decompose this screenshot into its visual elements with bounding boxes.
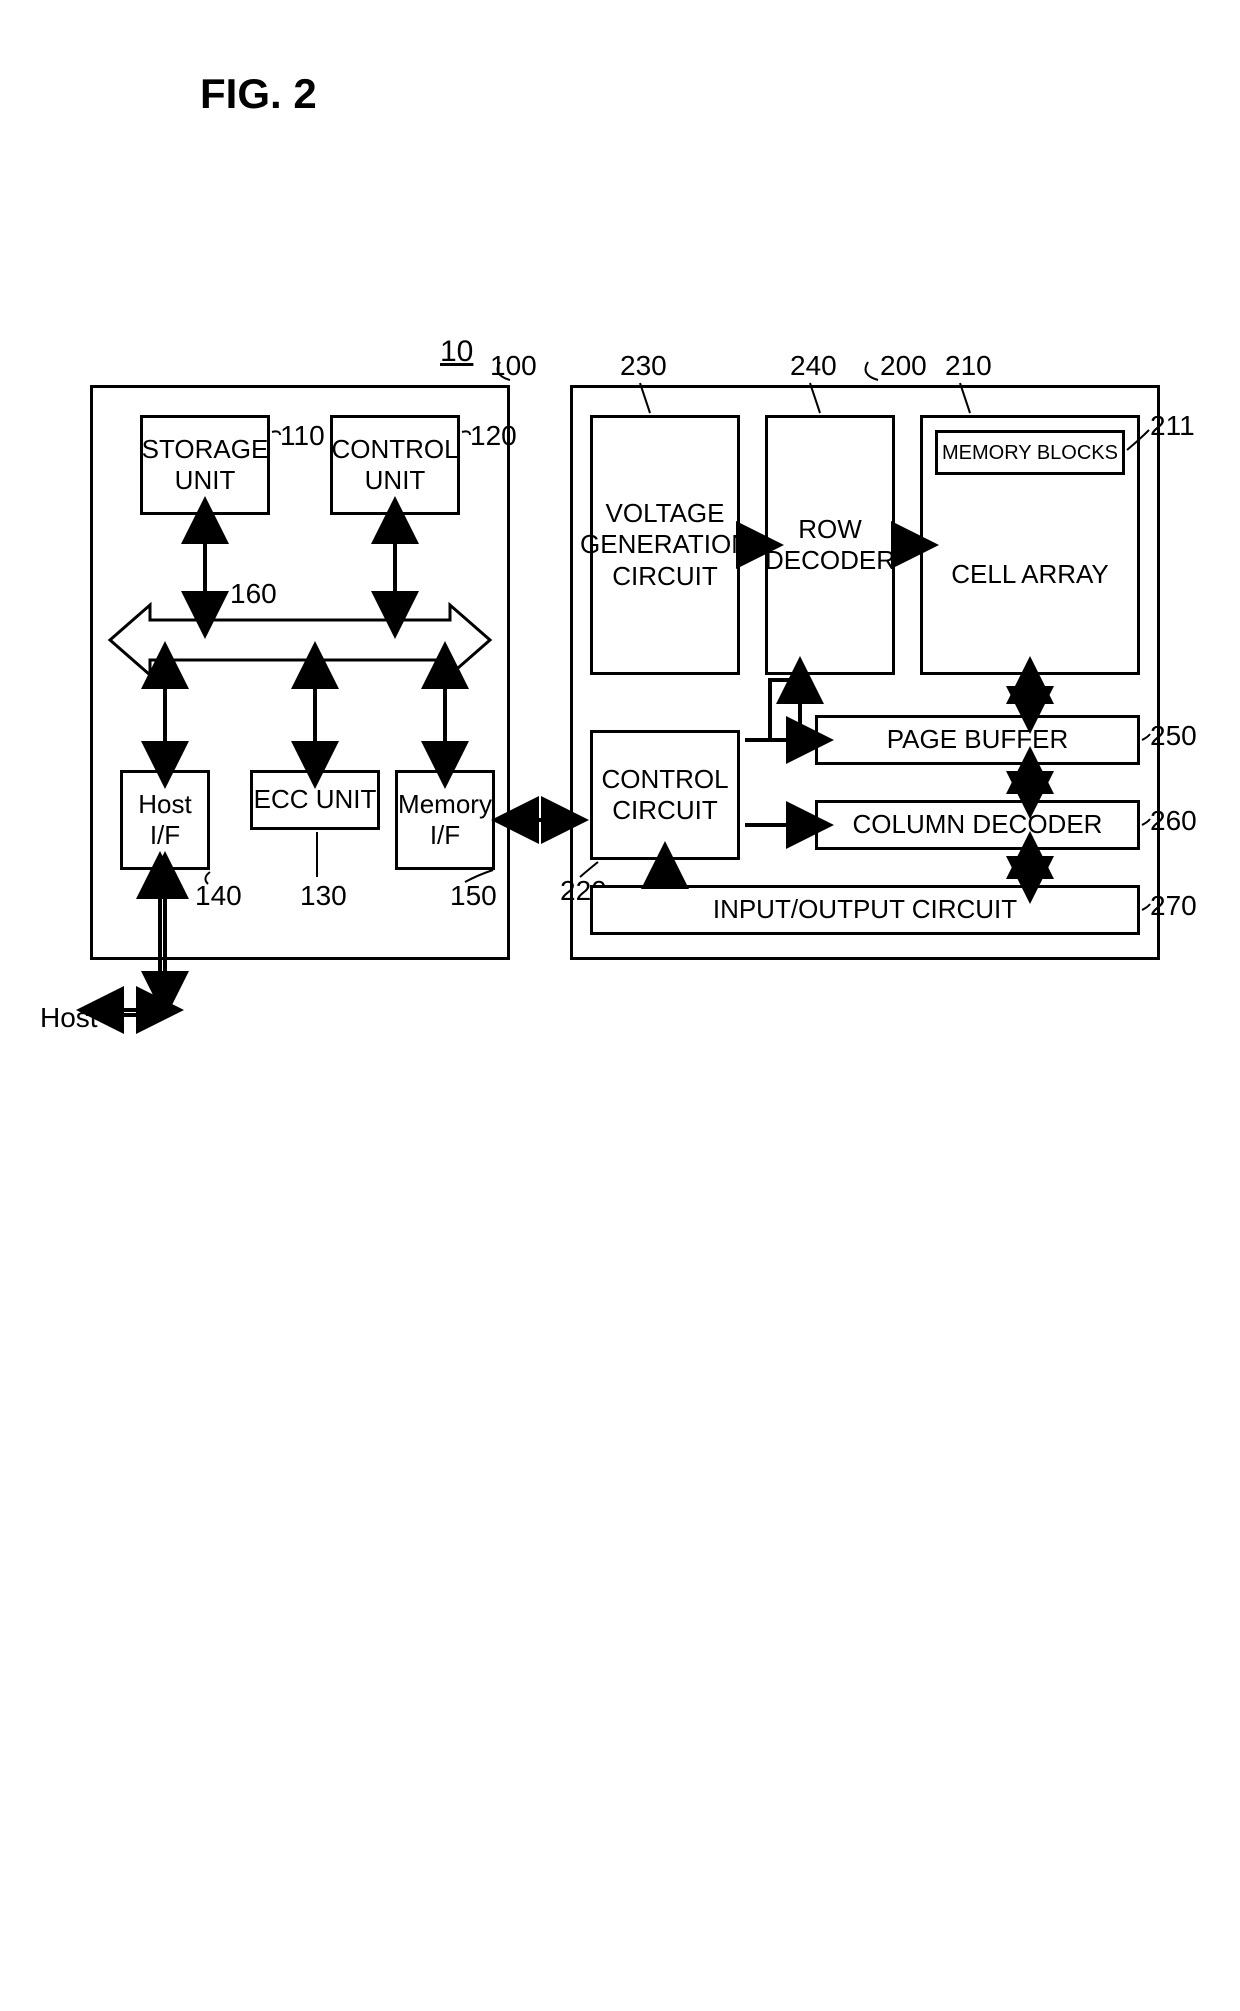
ref-130: 130 xyxy=(300,880,347,912)
voltage-generation-circuit: VOLTAGE GENERATION CIRCUIT xyxy=(590,415,740,675)
leader-260 xyxy=(0,0,1240,2011)
control-unit: CONTROL UNIT xyxy=(330,415,460,515)
io-circuit: INPUT/OUTPUT CIRCUIT xyxy=(590,885,1140,935)
column-decoder: COLUMN DECODER xyxy=(815,800,1140,850)
leader-100 xyxy=(0,0,1240,2011)
host-label: Host xyxy=(40,1002,98,1034)
leader-270 xyxy=(0,0,1240,2011)
leader-200 xyxy=(0,0,1240,2011)
ref-260: 260 xyxy=(1150,805,1197,837)
ref-210: 210 xyxy=(945,350,992,382)
ref-160: 160 xyxy=(230,578,277,610)
ecc-unit: ECC UNIT xyxy=(250,770,380,830)
leader-210 xyxy=(0,0,1240,2011)
ref-200: 200 xyxy=(880,350,927,382)
memory-blocks: MEMORY BLOCKS xyxy=(935,430,1125,475)
page-buffer: PAGE BUFFER xyxy=(815,715,1140,765)
leader-110 xyxy=(0,0,1240,2011)
memory-if: Memory I/F xyxy=(395,770,495,870)
bus-arrow xyxy=(0,0,1240,2011)
arrows xyxy=(0,0,1240,2011)
leader-150 xyxy=(0,0,1240,2011)
host-if: Host I/F xyxy=(120,770,210,870)
ref-240: 240 xyxy=(790,350,837,382)
ref-230: 230 xyxy=(620,350,667,382)
ref-110: 110 xyxy=(280,420,325,452)
system-id: 10 xyxy=(440,335,473,369)
host-arrow xyxy=(0,0,1240,2011)
leader-120 xyxy=(0,0,1240,2011)
control-circuit: CONTROL CIRCUIT xyxy=(590,730,740,860)
ref-140: 140 xyxy=(195,880,242,912)
host-link xyxy=(0,0,1240,2011)
row-decoder: ROW DECODER xyxy=(765,415,895,675)
leader-211 xyxy=(0,0,1240,2011)
leader-140 xyxy=(0,0,1240,2011)
ref-100: 100 xyxy=(490,350,537,382)
ref-120: 120 xyxy=(470,420,517,452)
ref-211: 211 xyxy=(1150,410,1195,442)
storage-unit: STORAGE UNIT xyxy=(140,415,270,515)
ref-150: 150 xyxy=(450,880,497,912)
leader-130 xyxy=(0,0,1240,2011)
leader-220 xyxy=(0,0,1240,2011)
figure-title: FIG. 2 xyxy=(200,70,317,118)
leader-230 xyxy=(0,0,1240,2011)
ref-250: 250 xyxy=(1150,720,1197,752)
leader-250 xyxy=(0,0,1240,2011)
leader-240 xyxy=(0,0,1240,2011)
ref-270: 270 xyxy=(1150,890,1197,922)
